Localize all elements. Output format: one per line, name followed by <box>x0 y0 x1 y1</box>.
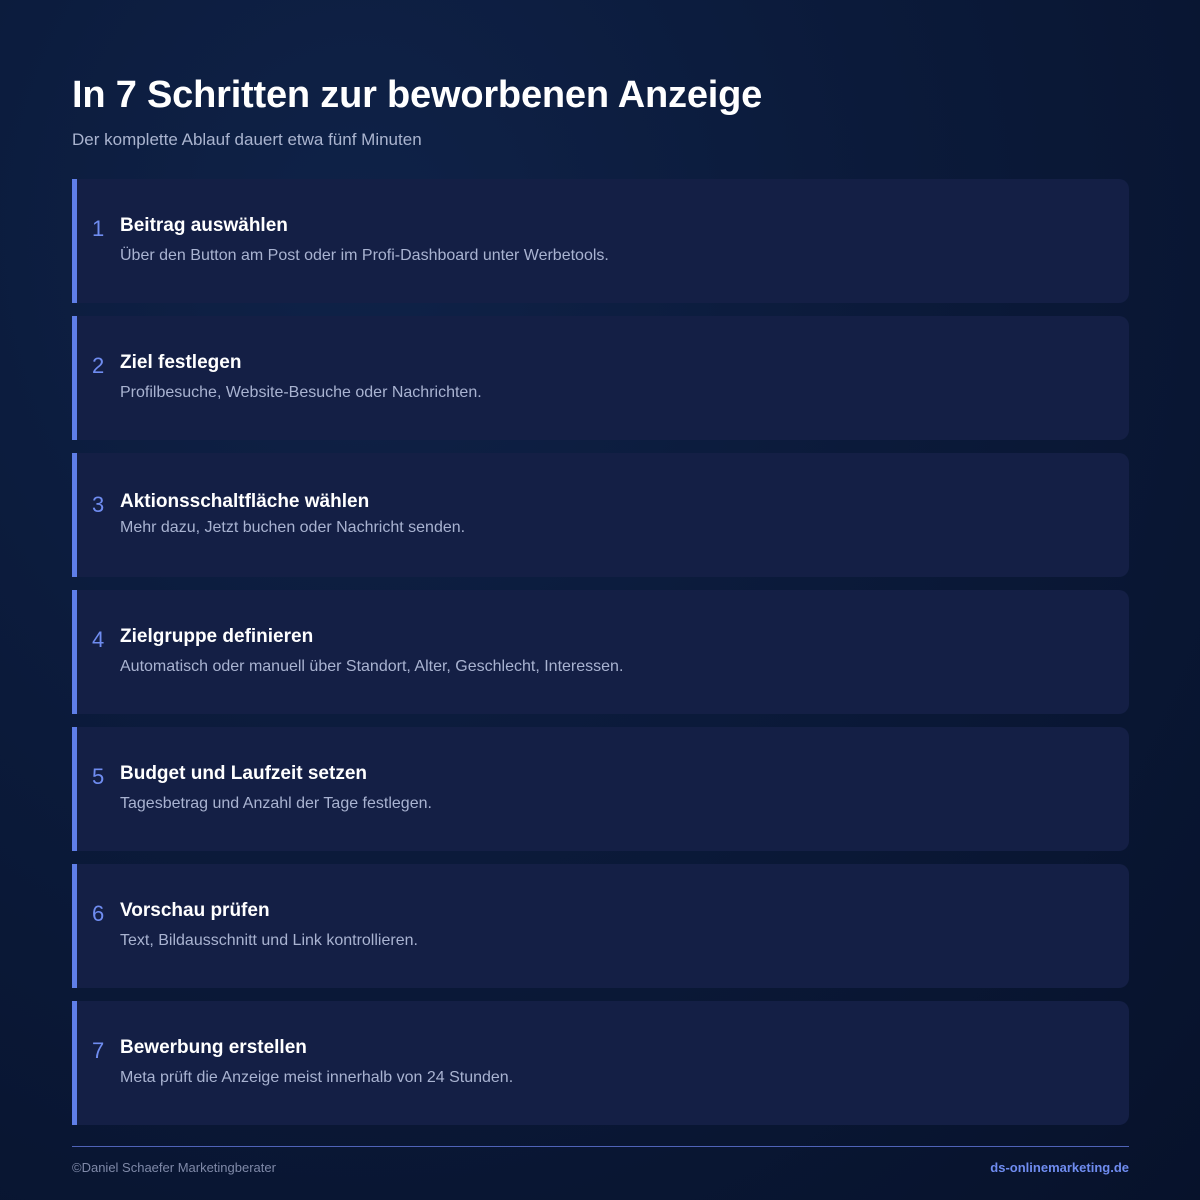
step-card-3: 3 Aktionsschaltfläche wählen Mehr dazu, … <box>72 453 1129 577</box>
infographic: In 7 Schritten zur beworbenen Anzeige De… <box>72 0 1129 1200</box>
step-title: Zielgruppe definieren <box>120 626 314 647</box>
step-number: 1 <box>92 216 105 241</box>
steps-list: 1 Beitrag auswählen Über den Button am P… <box>72 179 1129 1138</box>
step-description: Profilbesuche, Website-Besuche oder Nach… <box>120 384 482 401</box>
step-title: Ziel festlegen <box>120 352 242 373</box>
step-card-4: 4 Zielgruppe definieren Automatisch oder… <box>72 590 1129 714</box>
footer-divider <box>72 1146 1129 1147</box>
step-description: Text, Bildausschnitt und Link kontrollie… <box>120 932 418 949</box>
step-card-7: 7 Bewerbung erstellen Meta prüft die Anz… <box>72 1001 1129 1125</box>
step-description: Mehr dazu, Jetzt buchen oder Nachricht s… <box>120 519 466 536</box>
page-title: In 7 Schritten zur beworbenen Anzeige <box>72 74 763 116</box>
step-title: Beitrag auswählen <box>120 215 288 236</box>
step-number: 7 <box>92 1038 105 1063</box>
step-description: Tagesbetrag und Anzahl der Tage festlege… <box>120 795 432 812</box>
step-title: Vorschau prüfen <box>120 900 270 921</box>
step-description: Automatisch oder manuell über Standort, … <box>120 658 624 675</box>
step-description: Über den Button am Post oder im Profi-Da… <box>120 247 609 264</box>
step-card-2: 2 Ziel festlegen Profilbesuche, Website-… <box>72 316 1129 440</box>
website-link[interactable]: ds-onlinemarketing.de <box>990 1160 1129 1175</box>
step-number: 4 <box>92 627 105 652</box>
step-card-6: 6 Vorschau prüfen Text, Bildausschnitt u… <box>72 864 1129 988</box>
step-title: Aktionsschaltfläche wählen <box>120 491 370 512</box>
step-title: Bewerbung erstellen <box>120 1037 307 1058</box>
page-subtitle: Der komplette Ablauf dauert etwa fünf Mi… <box>72 130 422 149</box>
step-number: 2 <box>92 353 105 378</box>
step-number: 3 <box>92 492 105 517</box>
step-card-5: 5 Budget und Laufzeit setzen Tagesbetrag… <box>72 727 1129 851</box>
step-number: 5 <box>92 764 105 789</box>
step-description: Meta prüft die Anzeige meist innerhalb v… <box>120 1069 514 1086</box>
step-number: 6 <box>92 901 105 926</box>
step-title: Budget und Laufzeit setzen <box>120 763 367 784</box>
copyright-text: ©Daniel Schaefer Marketingberater <box>72 1160 276 1175</box>
step-card-1: 1 Beitrag auswählen Über den Button am P… <box>72 179 1129 303</box>
